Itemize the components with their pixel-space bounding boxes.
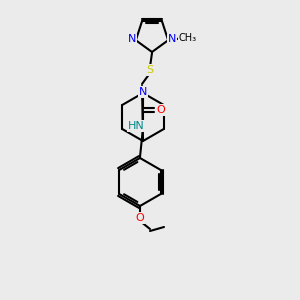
Text: O: O [136, 213, 144, 223]
Text: N: N [168, 34, 176, 44]
Text: S: S [146, 65, 154, 75]
Text: N: N [139, 87, 147, 97]
Text: HN: HN [128, 121, 144, 131]
Text: N: N [128, 34, 136, 44]
Text: CH₃: CH₃ [178, 33, 196, 43]
Text: O: O [157, 105, 165, 115]
